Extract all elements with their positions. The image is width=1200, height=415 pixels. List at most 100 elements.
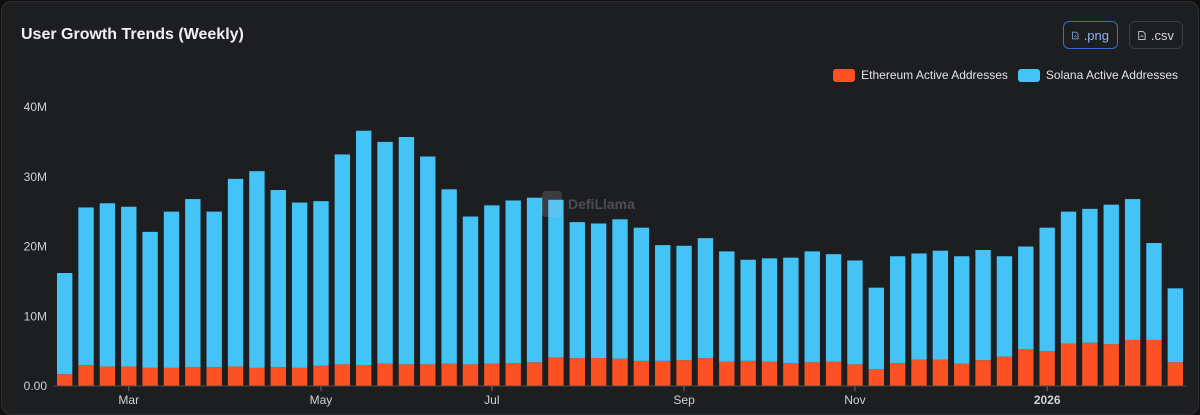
bar-solana	[206, 211, 222, 368]
download-png-button[interactable]: .png	[1063, 21, 1118, 49]
bar-solana	[804, 251, 820, 363]
bar-solana	[996, 256, 1013, 357]
bar-ethereum	[185, 367, 201, 386]
download-csv-label: .csv	[1150, 27, 1174, 43]
download-csv-button[interactable]: .csv	[1129, 21, 1183, 49]
bar-solana	[719, 251, 735, 362]
y-tick-label: 0.00	[24, 379, 48, 393]
bar-solana	[249, 171, 265, 368]
bar-solana	[612, 219, 628, 359]
bar-ethereum	[569, 358, 585, 386]
bar-ethereum	[783, 362, 799, 386]
bar-ethereum	[590, 358, 607, 386]
bar-solana	[505, 200, 521, 363]
bar-ethereum	[270, 367, 286, 386]
bar-solana	[377, 141, 393, 364]
x-tick-label: Sep	[673, 393, 695, 407]
bar-solana	[462, 216, 479, 365]
bar-solana	[356, 130, 372, 366]
bar-solana	[847, 260, 863, 365]
bar-ethereum	[505, 362, 521, 386]
bar-ethereum	[932, 359, 949, 386]
bar-solana	[526, 197, 543, 363]
bar-ethereum	[356, 365, 372, 386]
y-tick-label: 30M	[24, 170, 47, 184]
bar-ethereum	[56, 374, 73, 386]
bar-solana	[313, 201, 329, 366]
bar-ethereum	[1082, 342, 1098, 386]
bar-ethereum	[441, 363, 457, 386]
bar-ethereum	[1167, 362, 1184, 386]
legend-item-solana[interactable]: Solana Active Addresses	[1017, 68, 1178, 82]
bar-ethereum	[655, 360, 671, 386]
bar-ethereum	[847, 364, 863, 386]
bar-solana	[1082, 208, 1098, 343]
bar-ethereum	[121, 366, 137, 386]
bar-ethereum	[911, 359, 927, 386]
bar-ethereum	[484, 363, 500, 386]
bar-solana	[975, 249, 991, 361]
bar-solana	[163, 211, 180, 368]
legend-label-solana: Solana Active Addresses	[1045, 68, 1178, 82]
bar-solana	[484, 205, 500, 364]
bar-ethereum	[163, 367, 180, 386]
bar-ethereum	[420, 364, 436, 386]
bar-ethereum	[1060, 343, 1077, 386]
bar-solana	[185, 199, 201, 368]
x-tick-label: Mar	[118, 393, 139, 407]
bar-solana	[1103, 204, 1119, 345]
y-tick-label: 10M	[24, 309, 47, 323]
file-icon	[1138, 30, 1146, 40]
bar-ethereum	[676, 360, 692, 386]
bar-solana	[227, 178, 244, 367]
chart-title: User Growth Trends (Weekly)	[21, 26, 244, 43]
bar-ethereum	[1018, 349, 1034, 386]
bar-ethereum	[889, 362, 906, 386]
bar-ethereum	[612, 358, 628, 386]
bar-solana	[1146, 243, 1162, 340]
y-tick-label: 40M	[24, 100, 47, 114]
bar-ethereum	[697, 358, 714, 386]
legend-item-ethereum[interactable]: Ethereum Active Addresses	[833, 68, 1008, 82]
bar-ethereum	[1146, 339, 1162, 386]
bar-solana	[334, 154, 351, 365]
y-tick-label: 20M	[24, 240, 47, 254]
bar-ethereum	[526, 362, 543, 386]
bar-ethereum	[78, 365, 94, 386]
download-png-label: .png	[1083, 27, 1109, 43]
bar-ethereum	[99, 366, 116, 386]
bar-solana	[740, 259, 756, 361]
bar-solana	[655, 245, 671, 361]
bar-solana	[270, 190, 286, 368]
bar-ethereum	[227, 366, 244, 386]
bar-solana	[889, 256, 906, 363]
bar-ethereum	[142, 367, 158, 386]
bar-ethereum	[1124, 339, 1141, 386]
bar-solana	[932, 250, 949, 360]
x-tick-label: 2026	[1034, 393, 1061, 407]
bar-solana	[633, 227, 650, 361]
bar-solana	[121, 206, 137, 367]
bar-solana	[99, 203, 116, 367]
bar-ethereum	[398, 364, 415, 386]
bar-solana	[1039, 227, 1055, 352]
bar-ethereum	[548, 357, 564, 386]
bar-ethereum	[1103, 344, 1119, 386]
bar-ethereum	[291, 367, 308, 386]
bar-solana	[697, 238, 714, 359]
bar-solana	[420, 156, 436, 365]
bar-solana	[1060, 211, 1077, 344]
bar-ethereum	[996, 356, 1013, 386]
x-tick-label: May	[310, 393, 333, 407]
bar-solana	[78, 207, 94, 366]
bar-ethereum	[868, 369, 884, 386]
bar-ethereum	[719, 361, 735, 386]
bar-solana	[676, 245, 692, 361]
bar-solana	[548, 199, 564, 358]
bar-ethereum	[313, 365, 329, 386]
bar-solana	[569, 222, 585, 359]
bar-solana	[783, 257, 799, 363]
bar-ethereum	[975, 360, 991, 386]
bar-solana	[441, 189, 457, 364]
